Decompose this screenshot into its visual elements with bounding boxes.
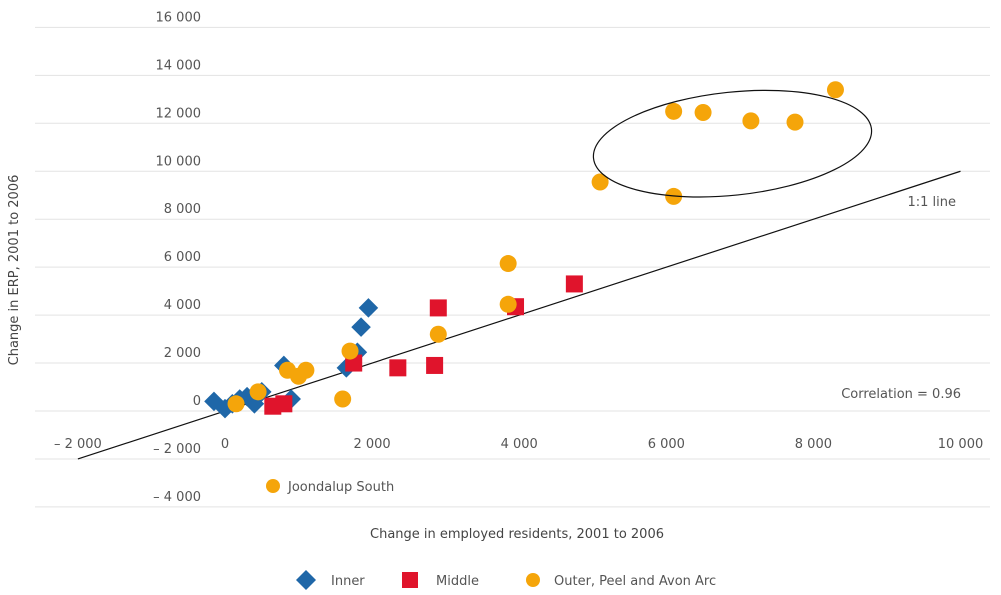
data-point-diamond — [358, 298, 379, 318]
outlier-ellipse — [592, 89, 873, 198]
legend: Inner Middle Outer, Peel and Avon Arc — [296, 570, 716, 590]
data-point-circle — [742, 112, 760, 130]
data-point-circle — [297, 361, 315, 379]
annotations: 1:1 line Correlation = 0.96 Joondalup Sout… — [266, 89, 961, 495]
y-tick-label: 0 — [193, 394, 201, 409]
data-point-diamond — [351, 317, 371, 337]
y-tick-label: 4 000 — [164, 298, 201, 313]
data-point-square — [565, 275, 583, 293]
y-tick-label: 2 000 — [164, 346, 201, 361]
legend-label: Inner — [331, 574, 365, 589]
data-point-circle — [694, 104, 712, 122]
data-point-diamond — [244, 394, 265, 414]
x-axis-label: Change in employed residents, 2001 to 20… — [370, 527, 664, 542]
y-tick-label: 12 000 — [156, 106, 202, 121]
x-tick-label: 10 000 — [938, 437, 984, 452]
annotation-marker — [266, 479, 280, 493]
data-point-circle — [334, 390, 352, 408]
data-point-circle — [499, 255, 517, 273]
x-axis-ticks: – 2 000 0 2 000 4 000 6 000 8 000 10 000 — [54, 437, 983, 452]
data-point-square — [426, 356, 444, 374]
y-tick-label: 10 000 — [156, 154, 202, 169]
x-tick-label: 4 000 — [501, 437, 538, 452]
y-tick-label: – 2 000 — [153, 442, 201, 457]
data-point-circle — [227, 395, 245, 413]
legend-square-icon — [402, 572, 418, 588]
data-point-circle — [429, 325, 447, 343]
data-point-square — [275, 395, 293, 413]
y-tick-label: – 4 000 — [153, 490, 201, 505]
data-point-circle — [499, 295, 517, 313]
annotation-label: Joondalup South — [287, 480, 394, 495]
y-tick-label: 6 000 — [164, 250, 201, 265]
legend-circle-icon — [526, 573, 540, 587]
data-point-square — [389, 359, 407, 377]
y-axis-ticks: – 4 000 – 2 000 0 2 000 4 000 6 000 8 000 10 00… — [153, 10, 202, 505]
x-tick-label: 8 000 — [795, 437, 832, 452]
y-axis-label: Change in ERP, 2001 to 2006 — [7, 175, 22, 366]
data-points — [204, 81, 844, 419]
data-point-square — [429, 299, 447, 317]
correlation-label: Correlation = 0.96 — [841, 387, 961, 402]
reference-line-label: 1:1 line — [907, 195, 956, 210]
y-tick-label: 8 000 — [164, 202, 201, 217]
data-point-circle — [826, 81, 844, 99]
x-tick-label: – 2 000 — [54, 437, 102, 452]
y-tick-label: 14 000 — [156, 58, 202, 73]
legend-diamond-icon — [296, 570, 316, 590]
x-tick-label: 0 — [221, 437, 229, 452]
data-point-circle — [665, 102, 683, 120]
x-tick-label: 6 000 — [648, 437, 685, 452]
legend-label: Outer, Peel and Avon Arc — [554, 574, 716, 589]
data-point-circle — [591, 173, 609, 191]
data-point-circle — [341, 342, 359, 360]
data-point-circle — [249, 383, 267, 401]
y-tick-label: 16 000 — [156, 10, 202, 25]
legend-label: Middle — [436, 574, 479, 589]
x-tick-label: 2 000 — [353, 437, 390, 452]
data-point-circle — [786, 113, 804, 131]
